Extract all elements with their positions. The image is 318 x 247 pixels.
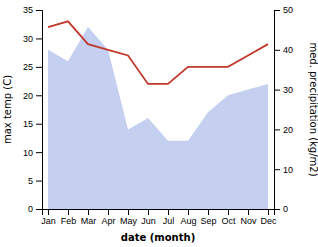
y2-axis: 0 10 20 30 40 50 — [274, 5, 293, 214]
tick-label: Jul — [163, 216, 175, 226]
tick-label: 30 — [283, 85, 293, 95]
tick-mark — [274, 50, 280, 51]
tick: 50 — [274, 5, 293, 15]
tick-label: Dec — [260, 216, 277, 226]
tick: 5 — [28, 176, 42, 186]
axis-line — [43, 210, 275, 216]
tick-mark — [168, 209, 169, 215]
tick-mark — [274, 209, 280, 210]
tick-mark — [36, 152, 42, 153]
x-axis: Jan Feb Mar Apr MayJun Jul Aug Sep Oct NovDec — [41, 209, 277, 226]
tick: 10 — [23, 148, 42, 158]
tick: 40 — [274, 45, 293, 55]
y-axis-title: max temp (C) — [2, 75, 13, 144]
tick: Nov — [240, 209, 257, 226]
tick-mark — [36, 67, 42, 68]
x-axis-title: date (month) — [121, 232, 195, 243]
tick-mark — [228, 209, 229, 215]
tick: Aug — [180, 209, 196, 226]
tick-label: 0 — [283, 204, 288, 214]
tick-mark — [36, 10, 42, 11]
tick-mark — [108, 209, 109, 215]
tick: Jan — [41, 209, 56, 226]
tick-label: Oct — [221, 216, 236, 226]
tick-mark — [188, 209, 189, 215]
tick: Jul — [163, 209, 175, 226]
tick-label: Feb — [61, 216, 77, 226]
tick-mark — [268, 209, 269, 215]
tick-mark — [248, 209, 249, 215]
tick-label: 20 — [283, 125, 293, 135]
tick-label: Jan — [41, 216, 56, 226]
tick-label: Aug — [180, 216, 196, 226]
tick-mark — [68, 209, 69, 215]
tick: Oct — [221, 209, 236, 226]
tick-label: 35 — [23, 5, 33, 15]
tick: Feb — [61, 209, 77, 226]
axis-line — [275, 11, 281, 210]
tick: Jun — [141, 209, 156, 226]
y2-axis-title: med. precipitation (kg/m2) — [308, 42, 318, 176]
tick-label: 15 — [23, 119, 33, 129]
tick-label: 10 — [23, 148, 33, 158]
tick-mark — [274, 129, 280, 130]
tick: 0 — [274, 204, 288, 214]
tick: 25 — [23, 62, 42, 72]
tick: 35 — [23, 5, 42, 15]
tick-mark — [128, 209, 129, 215]
tick-mark — [88, 209, 89, 215]
tick-label: 30 — [23, 34, 33, 44]
tick-label: Nov — [240, 216, 257, 226]
tick-label: 50 — [283, 5, 293, 15]
marks — [48, 21, 268, 209]
tick: Dec — [260, 209, 277, 226]
tick-label: 5 — [28, 176, 33, 186]
y-axis: 0 5 10 15 20 25 30 35 — [23, 5, 43, 214]
tick-mark — [36, 95, 42, 96]
tick-label: Mar — [81, 216, 97, 226]
tick-mark — [36, 181, 42, 182]
tick-mark — [274, 10, 280, 11]
tick-mark — [36, 38, 42, 39]
tick: May — [120, 209, 138, 226]
tick-label: May — [120, 216, 138, 226]
tick: 0 — [28, 204, 42, 214]
tick: Mar — [81, 209, 97, 226]
tick-mark — [148, 209, 149, 215]
tick-label: 10 — [283, 165, 293, 175]
tick-label: Sep — [200, 216, 216, 226]
tick-mark — [208, 209, 209, 215]
tick-mark — [48, 209, 49, 215]
plot: Jan Feb Mar Apr MayJun Jul Aug Sep Oct NovDec 0 5 10… — [23, 5, 293, 226]
tick-label: 40 — [283, 45, 293, 55]
tick-label: Jun — [141, 216, 156, 226]
tick: 20 — [23, 91, 42, 101]
tick-label: 0 — [28, 204, 33, 214]
tick: 30 — [274, 85, 293, 95]
tick: Apr — [101, 209, 115, 226]
area — [48, 27, 268, 209]
tick: 30 — [23, 34, 42, 44]
tick-mark — [274, 169, 280, 170]
tick-label: 25 — [23, 62, 33, 72]
line — [48, 21, 268, 84]
tick-label: Apr — [101, 216, 115, 226]
chart: Jan Feb Mar Apr MayJun Jul Aug Sep Oct NovDec 0 5 10… — [0, 0, 318, 247]
axis-line — [36, 11, 43, 210]
tick: 10 — [274, 165, 293, 175]
tick: Sep — [200, 209, 216, 226]
tick-label: 20 — [23, 91, 33, 101]
tick: 20 — [274, 125, 293, 135]
tick: 15 — [23, 119, 42, 129]
tick-mark — [274, 90, 280, 91]
tick-mark — [36, 124, 42, 125]
tick-mark — [36, 209, 42, 210]
